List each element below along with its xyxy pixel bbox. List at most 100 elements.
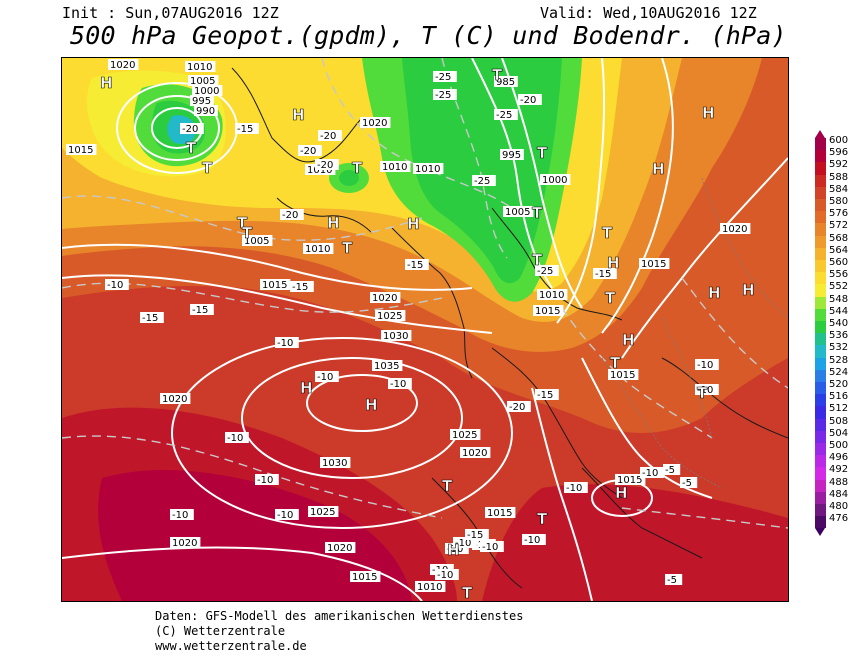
temperature-label: -10 [390,379,406,390]
isobar-high-1025 [171,337,513,529]
temperature-label: -10 [277,510,293,521]
legend-label: 504 [829,427,849,439]
pressure-label-box [537,289,568,300]
coast-greenland [231,67,363,163]
legend-swatch [815,504,826,517]
temperature-label-box [298,145,322,156]
temperature-label: -10 [277,338,293,349]
legend-label: 480 [829,501,849,512]
pressure-label: 1015 [352,572,377,583]
pressure-label-box [533,305,564,316]
temperature-label-box [465,529,489,540]
borders [601,177,788,489]
legend-swatch [815,284,826,297]
temperature-label-box [663,464,681,475]
legend-swatch [815,479,826,492]
border-3 [701,177,788,319]
temperature-label: -15 [407,260,423,271]
temperature-label-box [190,304,214,315]
high-pressure-marker: H [702,104,715,122]
legend-label: 520 [829,379,849,390]
legend-label: 592 [829,159,849,171]
pressure-label: 1020 [722,224,747,235]
coast-iceland [276,197,373,234]
temperature-label-box [640,467,664,478]
temperature-label-box [472,175,496,186]
legend-swatch [815,211,826,224]
legend-swatch [815,162,826,175]
pressure-label: 1010 [307,165,332,176]
low-pressure-marker: T [342,239,353,257]
pressure-label-box [615,474,646,485]
temperature-label-box [105,279,129,290]
pressure-label-box [190,95,214,106]
high-pressure-marker: H [100,74,113,92]
temperature-label-box [318,130,342,141]
temperature-label: -20 [300,146,316,157]
pressure-label: 1015 [617,475,642,486]
temperature-label-box [255,474,279,485]
legend-label: 500 [829,440,849,451]
legend-swatch [815,235,826,248]
temperature-label-box [695,384,719,395]
pressure-label: 1030 [383,331,408,342]
temperature-label-box [535,389,559,400]
legend-label: 544 [829,305,849,317]
temperature-label: -15 [192,305,208,316]
temperature-label-box [405,259,429,270]
isobar-high-1035 [306,374,418,432]
pressure-labels: 1020 101010051000995990101510201010100510… [66,59,751,593]
pressure-label: 1015 [487,508,512,519]
legend-label: 556 [829,269,849,281]
isobar-1020-south [62,546,423,601]
legend-label: 600 [829,135,849,146]
legend-label: 484 [829,488,849,500]
legend-label: 548 [829,293,849,305]
temperature-label-box [433,89,457,100]
low-pressure-marker: T [492,66,503,84]
pressure-label-box [325,542,356,553]
map-canvas: 1020 101010051000995990101510201010100510… [62,58,788,601]
footer-url[interactable]: www.wetterzentrale.de [155,639,307,653]
pressure-label: 1000 [542,175,567,186]
pressure-label: 1010 [382,162,407,173]
temperature-label-box [225,432,249,443]
low-pressure-marker: T [532,204,543,222]
pressure-label: 1020 [327,543,352,554]
pressure-label-box [108,59,139,70]
temperature-label: -10 [227,433,243,444]
legend-swatch [815,174,826,187]
footer-copyright: (C) Wetterzentrale [155,624,286,638]
isobar-1020-central [581,357,713,499]
pressure-label: 1030 [322,458,347,469]
pressure-label-box [320,457,351,468]
legend-swatch [815,223,826,236]
temperature-label: -10 [257,475,273,486]
legend-label: 568 [829,232,849,244]
high-pressure-marker: H [365,396,378,414]
pressure-label: 990 [196,106,215,117]
coast-norway [491,207,623,321]
legend-swatch [815,345,826,358]
pressure-label: 1010 [305,244,330,255]
legend-swatch [815,296,826,309]
temperature-label-box [518,94,542,105]
temperature-label: -10 [172,510,188,521]
temperature-label: -10 [447,544,463,555]
temperature-label-box [280,209,304,220]
border-2 [661,317,713,439]
pressure-label-box [494,76,518,87]
pressure-label: 1015 [68,145,93,156]
temperature-label-box [445,543,469,554]
isobar-low-west-2 [134,95,220,161]
pressure-label-box [413,163,444,174]
temperature-label: -20 [317,160,333,171]
pressure-label-box [375,310,406,321]
legend-label: 596 [829,147,849,159]
footer-source: Daten: GFS-Modell des amerikanischen Wet… [155,609,524,623]
temperature-label: -15 [142,313,158,324]
temperature-label: -20 [182,124,198,135]
pressure-label-box [350,571,381,582]
pressure-label-box [415,581,446,592]
